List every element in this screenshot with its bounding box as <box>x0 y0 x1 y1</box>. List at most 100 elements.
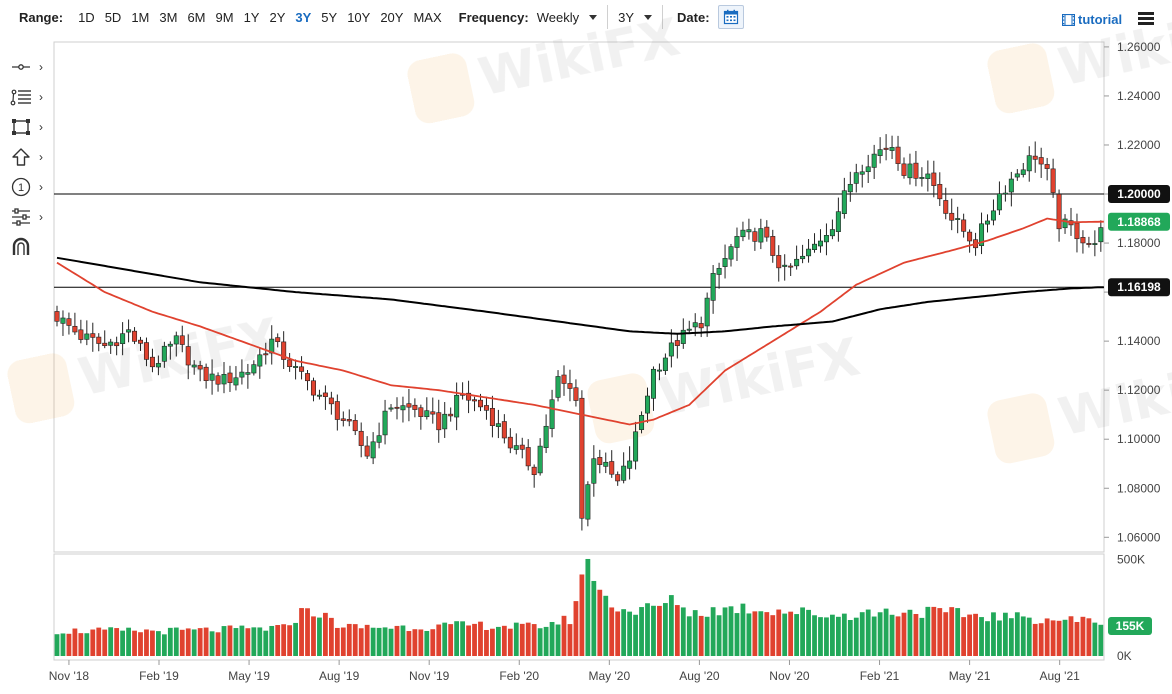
candle <box>525 439 531 471</box>
x-tick-label: May '21 <box>949 669 991 683</box>
volume-bar <box>102 629 108 656</box>
candle <box>901 157 907 179</box>
candle-body <box>650 368 656 399</box>
last-price-label: 1.18868 <box>1117 215 1161 229</box>
volume-bar <box>1050 620 1056 656</box>
candle <box>698 316 704 338</box>
calendar-button[interactable] <box>717 5 744 29</box>
range-button-20y[interactable]: 20Y <box>380 9 404 25</box>
range-button-6m[interactable]: 6M <box>187 9 206 25</box>
range-button-2y[interactable]: 2Y <box>269 9 286 25</box>
volume-bar <box>495 626 501 656</box>
candle-body <box>931 172 937 186</box>
range-button-1d[interactable]: 1D <box>78 9 95 25</box>
candle <box>78 319 84 344</box>
candle <box>931 160 937 198</box>
candle-body <box>126 329 132 333</box>
volume-bar <box>1062 619 1068 656</box>
candle-body <box>513 445 519 450</box>
volume-bar <box>871 616 877 656</box>
range-button-3y[interactable]: 3Y <box>295 9 312 25</box>
x-tick-label: Aug '20 <box>679 669 720 683</box>
volume-bar <box>603 595 609 656</box>
candle <box>823 223 829 256</box>
frequency-select[interactable]: Frequency: Weekly <box>459 10 598 25</box>
volume-bar <box>454 621 460 656</box>
candle-body <box>424 410 430 418</box>
volume-bar <box>412 629 418 656</box>
volume-bar <box>1092 622 1098 656</box>
candle <box>913 150 919 187</box>
candle <box>734 227 740 261</box>
candle-body <box>627 460 633 469</box>
crosshair-tool-icon <box>12 64 30 70</box>
volume-bar <box>770 615 776 656</box>
range-label: Range: <box>19 9 64 25</box>
rectangle-tool[interactable]: › <box>10 116 50 138</box>
volume-bar <box>179 629 185 656</box>
candle <box>919 167 925 187</box>
range-button-3m[interactable]: 3M <box>159 9 178 25</box>
range-button-10y[interactable]: 10Y <box>347 9 371 25</box>
range-button-5y[interactable]: 5Y <box>321 9 338 25</box>
tutorial-link[interactable]: tutorial <box>1062 12 1122 27</box>
magnet-tool[interactable] <box>10 236 50 258</box>
y-tick-label: 1.10000 <box>1117 432 1161 446</box>
fib-retracement-tool[interactable]: › <box>10 86 50 108</box>
volume-bar <box>394 625 400 656</box>
volume-bar <box>466 625 471 656</box>
candle <box>585 481 591 527</box>
volume-bar <box>323 612 328 656</box>
candle <box>549 389 555 438</box>
candle <box>126 319 132 343</box>
candle-body <box>370 441 376 459</box>
candle-body <box>543 425 549 448</box>
tutorial-label: tutorial <box>1078 12 1123 27</box>
arrow-tool[interactable]: › <box>10 146 50 168</box>
volume-bar <box>334 627 340 656</box>
volume-bar <box>919 617 925 656</box>
candle <box>1074 213 1080 253</box>
candle-body <box>961 219 967 232</box>
volume-bar <box>1026 617 1032 656</box>
candle <box>591 445 597 497</box>
volume-bar <box>293 622 298 656</box>
x-tick-label: Aug '21 <box>1040 669 1081 683</box>
candle <box>871 144 877 179</box>
period-select[interactable]: 3Y <box>618 10 653 25</box>
candle-body <box>889 147 895 151</box>
candle-body <box>179 335 185 345</box>
candle-body <box>746 229 752 233</box>
candle <box>1050 158 1056 198</box>
candle-body <box>495 423 501 427</box>
candle <box>1002 185 1008 202</box>
hamburger-menu-icon[interactable] <box>1138 12 1154 25</box>
candle-body <box>215 375 221 385</box>
range-button-max[interactable]: MAX <box>413 9 442 25</box>
chevron-down-icon <box>644 14 653 20</box>
moving-average-fast-line <box>56 217 1104 426</box>
candle-body <box>299 366 305 372</box>
volume-bar <box>525 622 531 656</box>
volume-bar <box>311 616 316 656</box>
settings-tool[interactable]: › <box>10 206 50 228</box>
range-button-1y[interactable]: 1Y <box>243 9 260 25</box>
candle-body <box>293 366 299 368</box>
range-button-1m[interactable]: 1M <box>131 9 150 25</box>
range-button-9m[interactable]: 9M <box>215 9 234 25</box>
candle <box>239 359 245 385</box>
number-marker-tool[interactable]: 1 › <box>10 176 50 198</box>
volume-bar <box>865 609 871 656</box>
watermark-logo-2: WikiFX <box>7 307 285 424</box>
candle-body <box>66 318 72 326</box>
volume-bar <box>889 614 895 656</box>
volume-bar <box>173 627 179 656</box>
candle-body <box>197 365 203 370</box>
range-button-5d[interactable]: 5D <box>104 9 122 25</box>
candle <box>1086 236 1092 248</box>
crosshair-tool[interactable]: › <box>10 56 50 78</box>
candle-body <box>364 445 370 457</box>
candle <box>54 305 60 327</box>
candle-body <box>812 243 818 251</box>
